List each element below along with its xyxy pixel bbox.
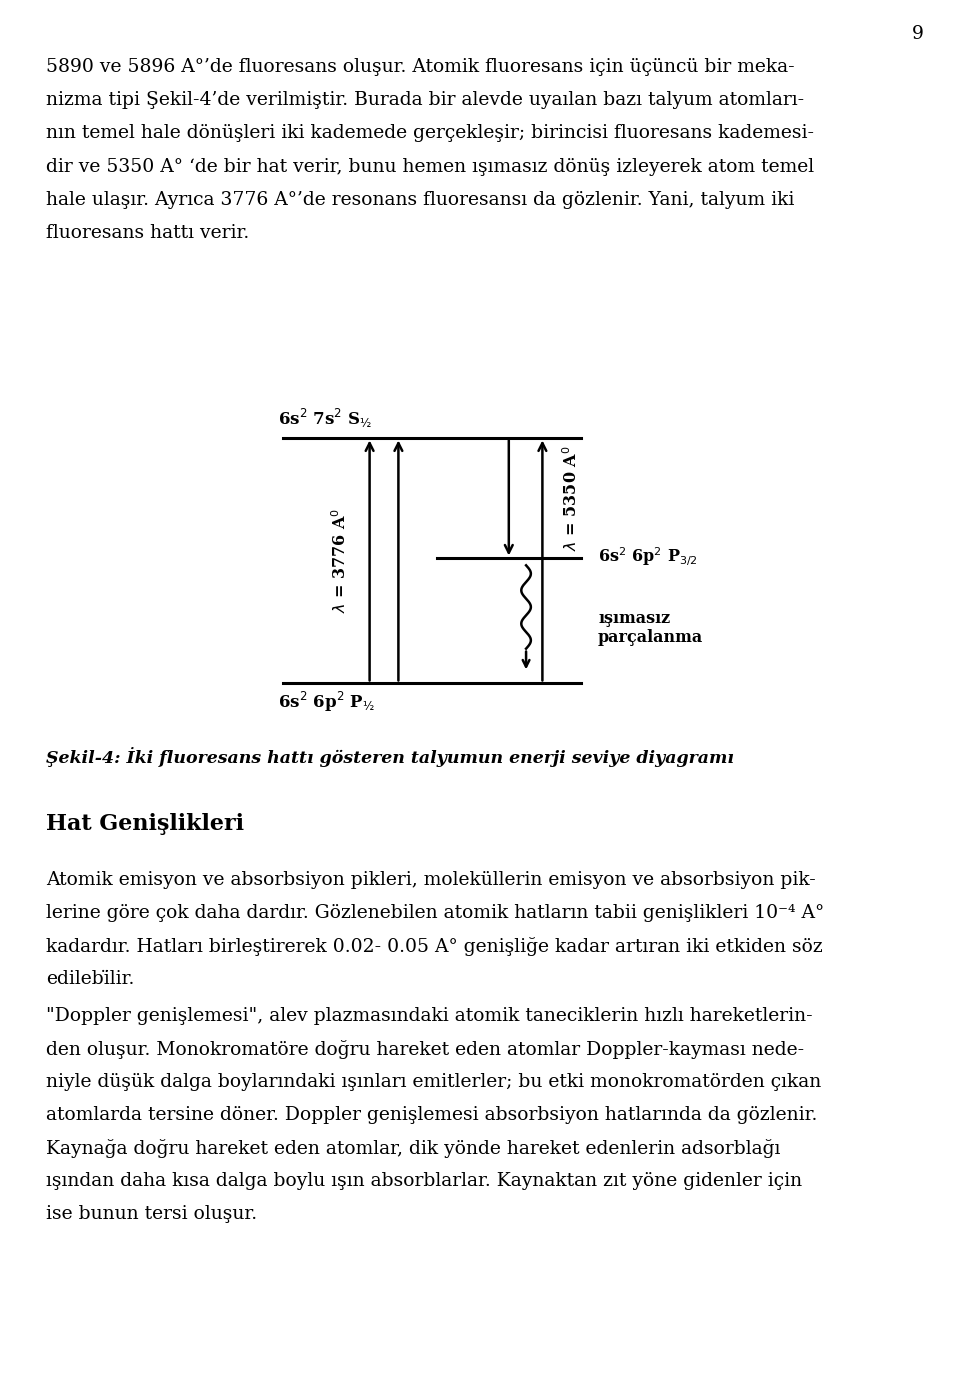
Text: Şekil-4: İki fluoresans hattı gösteren talyumun enerji seviye diyagramı: Şekil-4: İki fluoresans hattı gösteren t… — [46, 747, 734, 767]
Text: Atomik emisyon ve absorbsiyon pikleri, moleküllerin emisyon ve absorbsiyon pik-: Atomik emisyon ve absorbsiyon pikleri, m… — [46, 871, 816, 889]
Text: 6s$^2$ 6p$^2$ P$_{½}$: 6s$^2$ 6p$^2$ P$_{½}$ — [278, 690, 375, 714]
Text: kadardır. Hatları birleştirerek 0.02- 0.05 A° genişliğe kadar artıran iki etkide: kadardır. Hatları birleştirerek 0.02- 0.… — [46, 938, 823, 956]
Text: fluoresans hattı verir.: fluoresans hattı verir. — [46, 224, 250, 242]
Text: 6s$^2$ 6p$^2$ P$_{3/2}$: 6s$^2$ 6p$^2$ P$_{3/2}$ — [598, 546, 698, 568]
Text: ise bunun tersi oluşur.: ise bunun tersi oluşur. — [46, 1206, 257, 1224]
Text: lerine göre çok daha dardır. Gözlenebilen atomik hatların tabii genişlikleri 10⁻: lerine göre çok daha dardır. Gözlenebile… — [46, 904, 825, 922]
Text: Hat Genişlikleri: Hat Genişlikleri — [46, 813, 244, 835]
Text: dir ve 5350 A° ‘de bir hat verir, bunu hemen ışımasız dönüş izleyerek atom temel: dir ve 5350 A° ‘de bir hat verir, bunu h… — [46, 157, 814, 175]
Text: atomlarda tersine döner. Doppler genişlemesi absorbsiyon hatlarında da gözlenir.: atomlarda tersine döner. Doppler genişle… — [46, 1106, 818, 1124]
Text: ışından daha kısa dalga boylu ışın absorblarlar. Kaynaktan zıt yöne gidenler içi: ışından daha kısa dalga boylu ışın absor… — [46, 1172, 803, 1190]
Text: nizma tipi Şekil-4’de verilmiştir. Burada bir alevde uyaılan bazı talyum atomlar: nizma tipi Şekil-4’de verilmiştir. Burad… — [46, 92, 804, 110]
Text: den oluşur. Monokromatöre doğru hareket eden atomlar Doppler-kayması nede-: den oluşur. Monokromatöre doğru hareket … — [46, 1040, 804, 1058]
Text: edilebïlir.: edilebïlir. — [46, 970, 134, 988]
Text: 9: 9 — [912, 25, 924, 43]
Text: 6s$^2$ 7s$^2$ S$_{½}$: 6s$^2$ 7s$^2$ S$_{½}$ — [278, 407, 372, 429]
Text: 5890 ve 5896 A°’de fluoresans oluşur. Atomik fluoresans için üçüncü bir meka-: 5890 ve 5896 A°’de fluoresans oluşur. At… — [46, 58, 795, 76]
Text: hale ulaşır. Ayrıca 3776 A°’de resonans fluoresansı da gözlenir. Yani, talyum ik: hale ulaşır. Ayrıca 3776 A°’de resonans … — [46, 190, 795, 208]
Text: nın temel hale dönüşleri iki kademede gerçekleşir; birincisi fluoresans kademesi: nın temel hale dönüşleri iki kademede ge… — [46, 125, 814, 143]
Text: Kaynağa doğru hareket eden atomlar, dik yönde hareket edenlerin adsorblağı: Kaynağa doğru hareket eden atomlar, dik … — [46, 1139, 780, 1158]
Text: "Doppler genişlemesi", alev plazmasındaki atomik taneciklerin hızlı hareketlerin: "Doppler genişlemesi", alev plazmasındak… — [46, 1007, 813, 1025]
Text: niyle düşük dalga boylarındaki ışınları emitlerler; bu etki monokromatörden çıka: niyle düşük dalga boylarındaki ışınları … — [46, 1072, 822, 1090]
Text: $\lambda$ = 5350 A$^0$: $\lambda$ = 5350 A$^0$ — [562, 444, 581, 551]
Text: ışımasız
parçalanma: ışımasız parçalanma — [598, 610, 704, 646]
Text: $\lambda$ = 3776 A$^0$: $\lambda$ = 3776 A$^0$ — [331, 508, 350, 613]
